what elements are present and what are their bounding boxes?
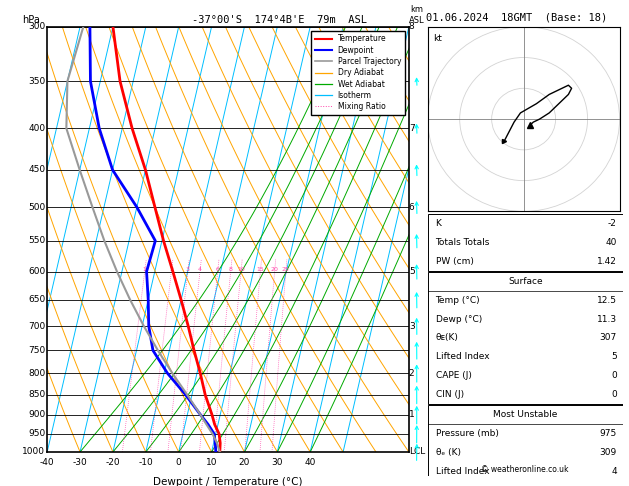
Text: PW (cm): PW (cm): [435, 257, 474, 265]
Text: 975: 975: [599, 429, 617, 438]
Text: 25: 25: [282, 266, 290, 272]
Text: 8: 8: [229, 266, 233, 272]
Text: θₑ (K): θₑ (K): [435, 448, 460, 457]
Legend: Temperature, Dewpoint, Parcel Trajectory, Dry Adiabat, Wet Adiabat, Isotherm, Mi: Temperature, Dewpoint, Parcel Trajectory…: [311, 31, 405, 115]
Text: 950: 950: [28, 429, 45, 438]
Text: 3: 3: [186, 266, 190, 272]
Text: 309: 309: [599, 448, 617, 457]
Text: Pressure (mb): Pressure (mb): [435, 429, 498, 438]
Text: 3: 3: [409, 322, 415, 330]
Text: -2: -2: [608, 219, 617, 228]
Text: 5: 5: [409, 267, 415, 276]
Text: Dewp (°C): Dewp (°C): [435, 314, 482, 324]
Text: 307: 307: [599, 333, 617, 343]
Text: 500: 500: [28, 203, 45, 212]
Text: 1000: 1000: [23, 448, 45, 456]
Text: Surface: Surface: [508, 277, 543, 286]
Text: Dewpoint / Temperature (°C): Dewpoint / Temperature (°C): [153, 477, 303, 486]
Text: 650: 650: [28, 295, 45, 304]
Text: 1.42: 1.42: [597, 257, 617, 265]
Text: LCL: LCL: [409, 448, 425, 456]
Text: 1: 1: [143, 266, 147, 272]
Text: km
ASL: km ASL: [409, 5, 425, 25]
Text: 6: 6: [216, 266, 220, 272]
Text: -37°00'S  174°4B'E  79m  ASL: -37°00'S 174°4B'E 79m ASL: [192, 15, 367, 25]
Text: 4: 4: [611, 467, 617, 476]
Text: 0: 0: [176, 458, 182, 468]
Text: -20: -20: [106, 458, 120, 468]
Text: 11.3: 11.3: [597, 314, 617, 324]
Text: 2: 2: [169, 266, 174, 272]
Text: 600: 600: [28, 267, 45, 276]
Text: Lifted Index: Lifted Index: [435, 352, 489, 362]
Text: 850: 850: [28, 390, 45, 399]
Text: -10: -10: [138, 458, 153, 468]
Text: 0: 0: [611, 371, 617, 380]
Text: CAPE (J): CAPE (J): [435, 371, 471, 380]
Text: 6: 6: [409, 203, 415, 212]
Text: 750: 750: [28, 346, 45, 355]
Text: 400: 400: [28, 124, 45, 133]
Bar: [428, 405, 623, 486]
Text: 800: 800: [28, 369, 45, 378]
Text: 900: 900: [28, 410, 45, 419]
Bar: [428, 272, 623, 404]
Text: -40: -40: [40, 458, 55, 468]
Text: CIN (J): CIN (J): [435, 390, 464, 399]
Text: Temp (°C): Temp (°C): [435, 295, 480, 305]
Text: 20: 20: [239, 458, 250, 468]
Text: 0: 0: [611, 390, 617, 399]
Text: 300: 300: [28, 22, 45, 31]
Text: 4: 4: [198, 266, 202, 272]
Text: 5: 5: [611, 352, 617, 362]
Text: 1: 1: [409, 410, 415, 419]
Text: -30: -30: [73, 458, 87, 468]
Text: © weatheronline.co.uk: © weatheronline.co.uk: [481, 465, 569, 474]
Text: 10: 10: [206, 458, 218, 468]
Text: kt: kt: [433, 34, 442, 43]
Text: 2: 2: [409, 369, 415, 378]
Text: 01.06.2024  18GMT  (Base: 18): 01.06.2024 18GMT (Base: 18): [426, 12, 607, 22]
Bar: [428, 214, 623, 271]
Text: K: K: [435, 219, 442, 228]
Text: hPa: hPa: [22, 15, 40, 25]
Text: 12.5: 12.5: [597, 295, 617, 305]
Text: 40: 40: [304, 458, 316, 468]
Text: 700: 700: [28, 322, 45, 330]
Text: 30: 30: [272, 458, 283, 468]
Text: 8: 8: [409, 22, 415, 31]
Text: 20: 20: [270, 266, 279, 272]
Text: 7: 7: [409, 124, 415, 133]
Text: 550: 550: [28, 236, 45, 245]
Text: 10: 10: [237, 266, 245, 272]
Text: Most Unstable: Most Unstable: [493, 410, 557, 419]
Text: 40: 40: [606, 238, 617, 247]
Text: 350: 350: [28, 77, 45, 86]
Text: Lifted Index: Lifted Index: [435, 467, 489, 476]
Text: θᴇ(K): θᴇ(K): [435, 333, 459, 343]
Text: Totals Totals: Totals Totals: [435, 238, 490, 247]
Text: 450: 450: [28, 165, 45, 174]
Text: 15: 15: [257, 266, 264, 272]
